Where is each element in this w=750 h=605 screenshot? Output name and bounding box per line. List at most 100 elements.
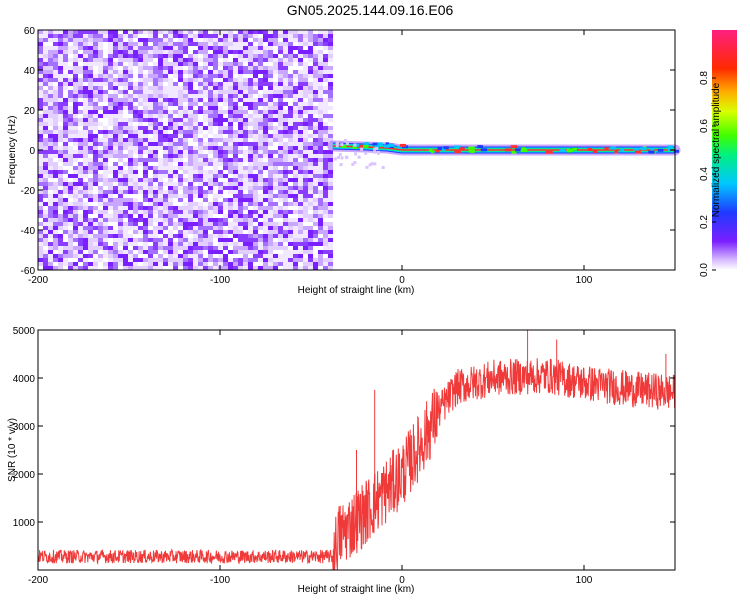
spectrogram-cell xyxy=(123,186,128,190)
spectrogram-cell xyxy=(58,70,63,74)
spectrogram-cell xyxy=(148,182,153,186)
spectrogram-cell xyxy=(328,50,333,54)
spectrogram-cell xyxy=(263,90,268,94)
spectrogram-cell xyxy=(198,246,203,250)
spectrogram-cell xyxy=(123,250,128,254)
spectrogram-cell xyxy=(68,266,73,270)
spectrogram-cell xyxy=(293,154,298,158)
spectrogram-cell xyxy=(283,110,288,114)
spectrogram-cell xyxy=(298,130,303,134)
spectrogram-cell xyxy=(208,186,213,190)
spectrogram-cell xyxy=(243,142,248,146)
spectrogram-cell xyxy=(128,158,133,162)
spectrogram-cell xyxy=(238,70,243,74)
spectrogram-cell xyxy=(248,30,253,34)
spectrogram-cell xyxy=(98,174,103,178)
spectrogram-cell xyxy=(63,98,68,102)
signal-blob xyxy=(454,150,461,154)
spectrogram-cell xyxy=(123,238,128,242)
spectrogram-cell xyxy=(73,58,78,62)
spectrogram-cell xyxy=(183,30,188,34)
spectrogram-cell xyxy=(233,230,238,234)
spectrogram-cell xyxy=(148,210,153,214)
spectrogram-cell xyxy=(133,82,138,86)
spectrogram-cell xyxy=(178,94,183,98)
spectrogram-cell xyxy=(153,250,158,254)
speckle xyxy=(376,151,380,155)
spectrogram-cell xyxy=(78,34,83,38)
spectrogram-cell xyxy=(243,122,248,126)
spectrogram-cell xyxy=(308,154,313,158)
signal-blob xyxy=(352,145,358,149)
spectrogram-cell xyxy=(58,58,63,62)
spectrogram-cell xyxy=(173,266,178,270)
spectrogram-cell xyxy=(168,94,173,98)
spectrogram-cell xyxy=(193,54,198,58)
spectrogram-cell xyxy=(123,50,128,54)
spectrogram-cell xyxy=(313,78,318,82)
spectrogram-cell xyxy=(53,190,58,194)
spectrogram-cell xyxy=(53,234,58,238)
spectrogram-cell xyxy=(148,138,153,142)
spectrogram-cell xyxy=(48,182,53,186)
spectrogram-cell xyxy=(283,78,288,82)
spectrogram-cell xyxy=(43,122,48,126)
spectrogram-cell xyxy=(58,126,63,130)
spectrogram-cell xyxy=(313,38,318,42)
spectrogram-cell xyxy=(153,194,158,198)
spectrogram-cell xyxy=(278,238,283,242)
spectrogram-cell xyxy=(48,94,53,98)
spectrogram-cell xyxy=(258,70,263,74)
spectrogram-cell xyxy=(253,134,258,138)
spectrogram-cell xyxy=(183,42,188,46)
spectrogram-cell xyxy=(103,206,108,210)
spectrogram-cell xyxy=(38,54,43,58)
spectrogram-cell xyxy=(148,230,153,234)
spectrogram-cell xyxy=(113,114,118,118)
spectrogram-cell xyxy=(253,102,258,106)
spectrogram-cell xyxy=(173,82,178,86)
spectrogram-cell xyxy=(103,182,108,186)
spectrogram-cell xyxy=(298,122,303,126)
spectrogram-cell xyxy=(258,254,263,258)
spectrogram-cell xyxy=(68,230,73,234)
spectrogram-cell xyxy=(68,242,73,246)
spectrogram-cell xyxy=(318,58,323,62)
spectrogram-cell xyxy=(213,62,218,66)
speckle xyxy=(353,161,357,165)
spectrogram-cell xyxy=(123,74,128,78)
spectrogram-cell xyxy=(83,158,88,162)
spectrogram-cell xyxy=(323,106,328,110)
spectrogram-cell xyxy=(173,62,178,66)
spectrogram-cell xyxy=(228,70,233,74)
spectrogram-cell xyxy=(213,74,218,78)
spectrogram-cell xyxy=(148,114,153,118)
spectrogram-cell xyxy=(53,182,58,186)
spectrogram-cell xyxy=(178,174,183,178)
spectrogram-cell xyxy=(268,110,273,114)
spectrogram-cell xyxy=(283,206,288,210)
spectrogram-cell xyxy=(143,90,148,94)
spectrogram-cell xyxy=(58,30,63,34)
spectrogram-cell xyxy=(63,54,68,58)
spectrogram-cell xyxy=(98,50,103,54)
spectrogram-cell xyxy=(63,74,68,78)
spectrogram-cell xyxy=(108,258,113,262)
spectrogram-cell xyxy=(68,262,73,266)
spectrogram-cell xyxy=(243,138,248,142)
spectrogram-cell xyxy=(303,74,308,78)
spectrogram-cell xyxy=(98,70,103,74)
y-tick-label: -20 xyxy=(21,186,36,197)
spectrogram-cell xyxy=(273,130,278,134)
spectrogram-cell xyxy=(303,202,308,206)
spectrogram-cell xyxy=(273,174,278,178)
spectrogram-cell xyxy=(238,242,243,246)
spectrogram-cell xyxy=(163,158,168,162)
spectrogram-cell xyxy=(73,98,78,102)
spectrogram-cell xyxy=(163,138,168,142)
spectrogram-cell xyxy=(258,210,263,214)
spectrogram-cell xyxy=(208,70,213,74)
spectrogram-cell xyxy=(273,170,278,174)
spectrogram-cell xyxy=(183,190,188,194)
spectrogram-cell xyxy=(78,86,83,90)
